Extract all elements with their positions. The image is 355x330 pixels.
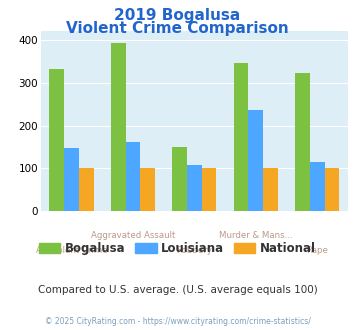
Bar <box>187 165 202 211</box>
Bar <box>126 142 140 211</box>
Bar <box>140 168 155 211</box>
Bar <box>295 73 310 211</box>
Bar <box>248 110 263 211</box>
Text: Aggravated Assault: Aggravated Assault <box>91 231 175 240</box>
Bar <box>234 63 248 211</box>
Bar <box>111 43 126 211</box>
Bar <box>263 168 278 211</box>
Text: © 2025 CityRating.com - https://www.cityrating.com/crime-statistics/: © 2025 CityRating.com - https://www.city… <box>45 317 310 326</box>
Bar <box>64 148 79 211</box>
Bar <box>310 161 324 211</box>
Bar <box>202 168 217 211</box>
Text: Compared to U.S. average. (U.S. average equals 100): Compared to U.S. average. (U.S. average … <box>38 285 317 295</box>
Text: Murder & Mans...: Murder & Mans... <box>219 231 293 240</box>
Text: Rape: Rape <box>306 246 328 255</box>
Bar <box>49 69 64 211</box>
Bar <box>172 147 187 211</box>
Legend: Bogalusa, Louisiana, National: Bogalusa, Louisiana, National <box>39 242 316 255</box>
Text: 2019 Bogalusa: 2019 Bogalusa <box>114 8 241 23</box>
Text: Violent Crime Comparison: Violent Crime Comparison <box>66 21 289 36</box>
Bar <box>79 168 94 211</box>
Text: Robbery: Robbery <box>176 246 212 255</box>
Bar <box>324 168 339 211</box>
Text: All Violent Crime: All Violent Crime <box>36 246 107 255</box>
